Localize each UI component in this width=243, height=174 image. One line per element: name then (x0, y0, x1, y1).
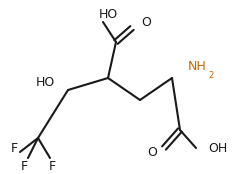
Text: HO: HO (36, 76, 55, 89)
Text: OH: OH (208, 141, 227, 155)
Text: F: F (20, 160, 27, 172)
Text: F: F (48, 160, 56, 172)
Text: F: F (10, 141, 17, 155)
Text: O: O (147, 145, 157, 159)
Text: HO: HO (98, 7, 118, 21)
Text: O: O (141, 15, 151, 29)
Text: 2: 2 (208, 70, 213, 80)
Text: NH: NH (188, 60, 207, 73)
